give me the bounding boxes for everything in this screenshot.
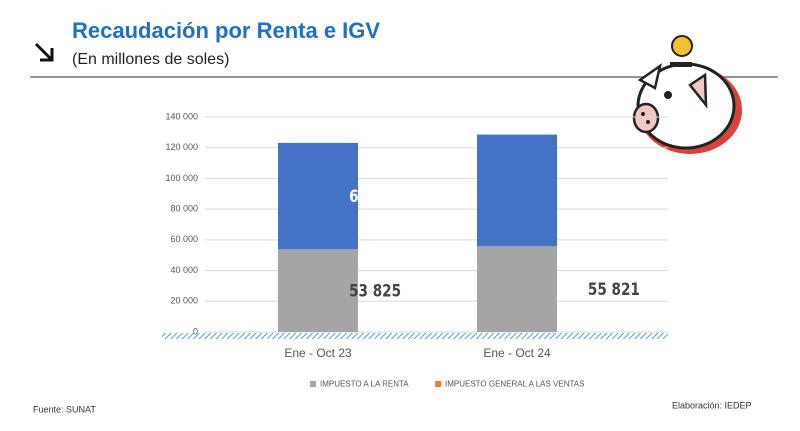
chart-title: Recaudación por Renta e IGV xyxy=(72,18,380,43)
source: Fuente: SUNAT xyxy=(33,404,96,414)
legend-swatch xyxy=(310,381,316,387)
y-tick-label: 120 000 xyxy=(165,142,198,152)
y-tick-label: 20 000 xyxy=(170,296,198,306)
y-tick-label: 60 000 xyxy=(170,234,198,244)
bar-segment xyxy=(477,134,557,247)
legend-swatch xyxy=(435,381,441,387)
legend-label: IMPUESTO GENERAL A LAS VENTAS xyxy=(445,380,584,389)
x-tick-label: Ene - Oct 24 xyxy=(483,346,551,360)
arrow-icon xyxy=(34,42,54,62)
value-label: 72 723 xyxy=(588,181,640,201)
y-tick-label: 100 000 xyxy=(165,173,198,183)
x-tick-label: Ene - Oct 23 xyxy=(284,346,352,360)
baseline xyxy=(162,333,668,339)
credit: Elaboración: IEDEP xyxy=(672,400,752,410)
y-tick-label: 80 000 xyxy=(170,204,198,214)
legend-label: IMPUESTO A LA RENTA xyxy=(320,380,409,389)
value-label: 69 304 xyxy=(349,187,401,207)
value-label: 55 821 xyxy=(588,280,640,300)
y-tick-label: 0 xyxy=(193,326,198,336)
value-label: 53 825 xyxy=(349,281,401,301)
piggy-bank xyxy=(632,35,742,154)
bar-segment xyxy=(477,246,557,332)
y-tick-label: 40 000 xyxy=(170,265,198,275)
chart-subtitle: (En millones de soles) xyxy=(72,51,229,68)
y-tick-label: 140 000 xyxy=(165,111,198,121)
bar-segment xyxy=(278,142,358,250)
bar-segment xyxy=(278,249,358,332)
